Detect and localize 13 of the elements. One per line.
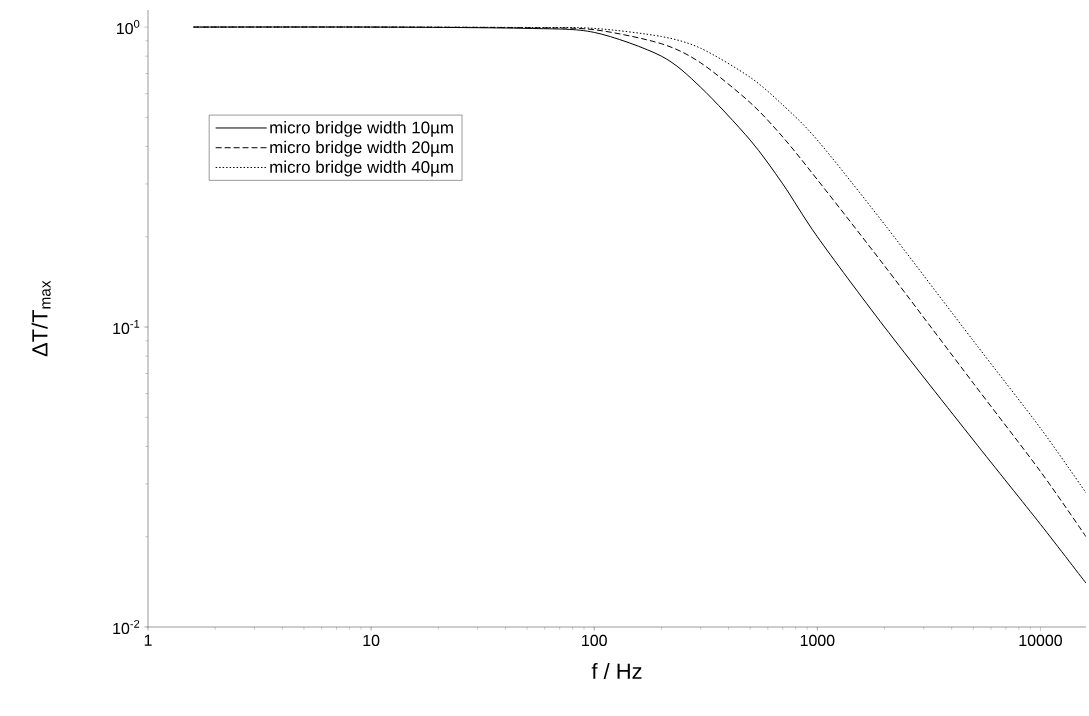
legend-label: micro bridge width 20µm — [270, 140, 453, 157]
x-tick-label: 100 — [582, 634, 607, 647]
x-tick-label: 10 — [363, 634, 380, 647]
legend-label: micro bridge width 10µm — [270, 121, 453, 137]
y-tick-label: 10$^{-2}$ — [113, 619, 140, 635]
y-axis-title: ΔT/T$_{max}$ — [31, 280, 51, 357]
x-tick-label: 10000 — [1019, 634, 1062, 647]
x-tick-label: 1 — [144, 634, 152, 646]
x-axis-title: f / Hz — [591, 662, 642, 680]
y-tick-label: 10$^{-1}$ — [113, 320, 140, 335]
x-tick-label: 1000 — [800, 634, 835, 647]
y-tick-label: 10$^{0}$ — [117, 19, 140, 35]
legend-label: micro bridge width 40µm — [270, 160, 453, 177]
